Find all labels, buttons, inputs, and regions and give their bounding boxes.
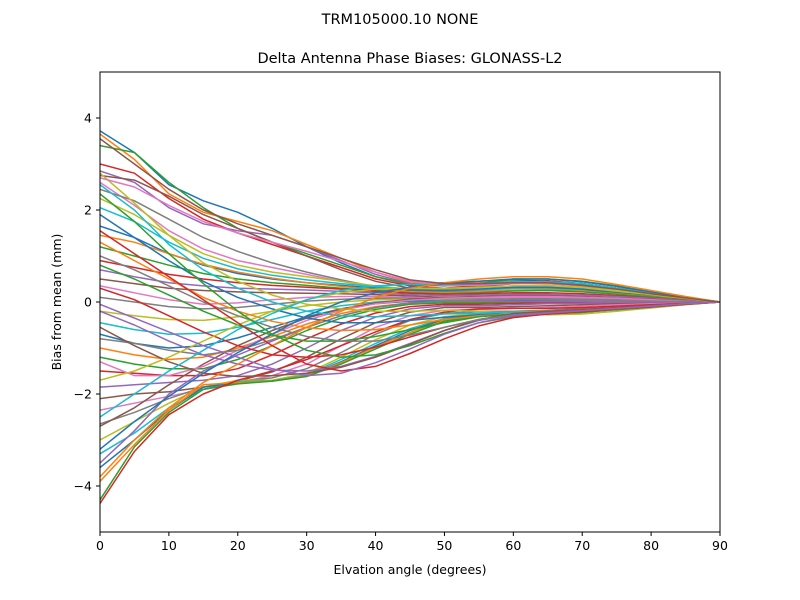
series-line-55: [100, 301, 720, 377]
chart-title: Delta Antenna Phase Biases: GLONASS-L2: [257, 51, 562, 67]
figure-suptitle: TRM105000.10 NONE: [321, 12, 479, 28]
x-tick-label: 30: [299, 538, 315, 553]
series-line-37: [100, 295, 720, 377]
series-line-39: [100, 172, 720, 316]
series-line-50: [100, 281, 720, 418]
y-tick-label: 2: [84, 203, 92, 218]
x-tick-label: 0: [96, 538, 104, 553]
y-tick-label: 4: [84, 111, 92, 126]
series-line-15: [100, 269, 720, 303]
x-tick-label: 40: [368, 538, 384, 553]
x-tick-label: 70: [574, 538, 590, 553]
x-tick-label: 10: [161, 538, 177, 553]
x-tick-label: 20: [230, 538, 246, 553]
x-tick-label: 60: [505, 538, 521, 553]
x-tick-label: 90: [712, 538, 728, 553]
y-tick-label: 0: [84, 295, 92, 310]
y-axis: −4 −2 0 2 4: [74, 111, 100, 494]
y-tick-label: −2: [74, 387, 92, 402]
series-line-51: [100, 278, 720, 450]
x-tick-label: 50: [436, 538, 452, 553]
series-line-34: [100, 301, 720, 504]
series-layer: [100, 130, 720, 504]
x-tick-label: 80: [643, 538, 659, 553]
y-tick-label: −4: [74, 479, 92, 494]
x-axis-label: Elvation angle (degrees): [333, 562, 486, 577]
series-line-52: [100, 275, 720, 478]
x-axis: 0 10 20 30 40 50 60 70 80 90: [96, 532, 728, 553]
series-line-25: [100, 301, 720, 388]
y-axis-label: Bias from mean (mm): [49, 234, 64, 371]
series-line-56: [100, 138, 720, 303]
series-line-14: [100, 259, 720, 303]
series-line-11: [100, 225, 720, 303]
